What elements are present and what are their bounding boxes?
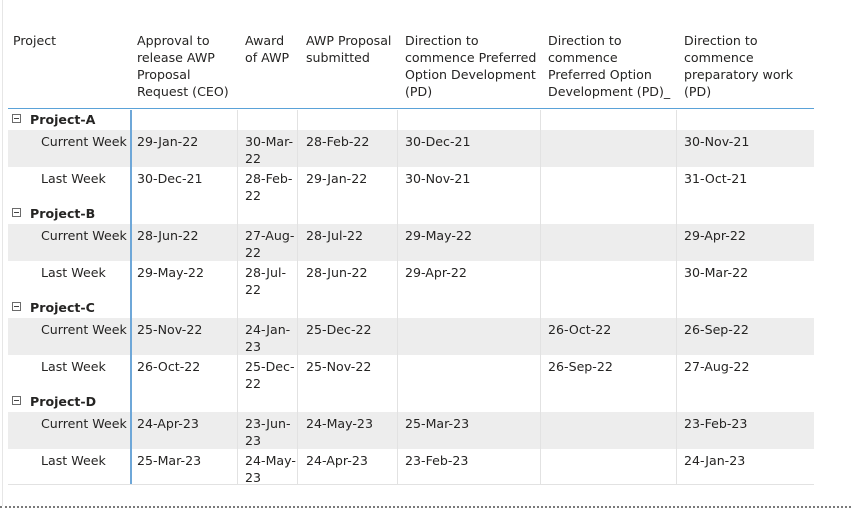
table-cell: 26-Sep-22 bbox=[684, 322, 749, 337]
row-label: Current Week bbox=[41, 416, 127, 431]
group-row: Project-C bbox=[8, 298, 814, 318]
table-cell: 29-Jan-22 bbox=[137, 134, 199, 149]
visual-left-border bbox=[2, 0, 3, 506]
row-label: Current Week bbox=[41, 322, 127, 337]
table-cell: 26-Oct-22 bbox=[137, 359, 201, 374]
header-approval-release[interactable]: Approval to release AWP Proposal Request… bbox=[137, 33, 229, 99]
table-cell: 30-Nov-21 bbox=[405, 171, 471, 186]
matrix-body: Project-A Current Week 29-Jan-22 30-Mar-22 2… bbox=[8, 110, 814, 486]
column-headers: Project Approval to release AWP Proposal… bbox=[8, 32, 814, 108]
row-label: Current Week bbox=[41, 134, 127, 149]
table-bottom-border bbox=[8, 484, 814, 485]
table-row[interactable]: Last Week 30-Dec-21 28-Feb-22 29-Jan-22 30-N… bbox=[8, 167, 814, 204]
table-row[interactable]: Current Week 29-Jan-22 30-Mar-22 28-Feb-22 3… bbox=[8, 130, 814, 167]
table-cell: 24-Apr-23 bbox=[137, 416, 199, 431]
table-cell: 29-May-22 bbox=[405, 228, 472, 243]
table-cell: 28-Feb-22 bbox=[306, 134, 370, 149]
table-cell: 29-May-22 bbox=[137, 265, 204, 280]
table-cell: 23-Feb-23 bbox=[684, 416, 748, 431]
table-cell: 30-Mar-22 bbox=[245, 134, 294, 166]
row-label: Last Week bbox=[41, 265, 106, 280]
table-row[interactable]: Last Week 29-May-22 28-Jul-22 28-Jun-22 29-A… bbox=[8, 261, 814, 298]
column-divider bbox=[676, 110, 677, 484]
table-cell: 30-Mar-22 bbox=[684, 265, 749, 280]
table-cell: 25-Mar-23 bbox=[405, 416, 470, 431]
group-row: Project-B bbox=[8, 204, 814, 224]
header-award-of-awp[interactable]: Award of AWP bbox=[245, 33, 290, 65]
group-row: Project-A bbox=[8, 110, 814, 130]
table-row[interactable]: Current Week 24-Apr-23 23-Jun-23 24-May-23 2… bbox=[8, 412, 814, 449]
table-cell: 27-Aug-22 bbox=[684, 359, 750, 374]
collapse-minus-icon[interactable] bbox=[12, 302, 21, 311]
table-cell: 25-Nov-22 bbox=[137, 322, 203, 337]
table-row[interactable]: Current Week 28-Jun-22 27-Aug-22 28-Jul-22 2… bbox=[8, 224, 814, 261]
table-cell: 28-Jul-22 bbox=[306, 228, 364, 243]
table-cell: 28-Jun-22 bbox=[306, 265, 368, 280]
table-cell: 25-Dec-22 bbox=[245, 359, 295, 391]
column-divider bbox=[540, 110, 541, 484]
row-label: Last Week bbox=[41, 359, 106, 374]
table-cell: 28-Feb-22 bbox=[245, 171, 293, 203]
table-cell: 24-Jan-23 bbox=[684, 453, 746, 468]
header-awp-proposal-submitted[interactable]: AWP Proposal submitted bbox=[306, 33, 392, 65]
table-cell: 29-Apr-22 bbox=[405, 265, 467, 280]
header-direction-preferred-option[interactable]: Direction to commence Preferred Option D… bbox=[405, 33, 537, 99]
row-label: Last Week bbox=[41, 453, 106, 468]
group-name: Project-C bbox=[30, 300, 95, 315]
table-cell: 30-Nov-21 bbox=[684, 134, 750, 149]
table-row[interactable]: Last Week 26-Oct-22 25-Dec-22 25-Nov-22 26-S… bbox=[8, 355, 814, 392]
column-divider bbox=[297, 110, 298, 484]
group-name: Project-D bbox=[30, 394, 97, 409]
collapse-minus-icon[interactable] bbox=[12, 208, 21, 217]
row-label: Last Week bbox=[41, 171, 106, 186]
table-cell: 28-Jun-22 bbox=[137, 228, 199, 243]
visual-bottom-dotted-border bbox=[0, 506, 851, 508]
table-cell: 24-May-23 bbox=[245, 453, 296, 485]
group-name: Project-B bbox=[30, 206, 96, 221]
table-cell: 24-May-23 bbox=[306, 416, 373, 431]
row-label: Current Week bbox=[41, 228, 127, 243]
table-cell: 26-Oct-22 bbox=[548, 322, 612, 337]
table-cell: 23-Jun-23 bbox=[245, 416, 291, 448]
column-divider bbox=[397, 110, 398, 484]
column-divider bbox=[237, 110, 238, 484]
row-header-divider bbox=[130, 110, 132, 484]
table-row[interactable]: Current Week 25-Nov-22 24-Jan-23 25-Dec-22 2… bbox=[8, 318, 814, 355]
header-divider bbox=[8, 108, 814, 109]
table-cell: 25-Nov-22 bbox=[306, 359, 372, 374]
group-name: Project-A bbox=[30, 112, 96, 127]
table-cell: 24-Apr-23 bbox=[306, 453, 368, 468]
table-cell: 25-Mar-23 bbox=[137, 453, 202, 468]
header-project[interactable]: Project bbox=[13, 33, 57, 48]
table-cell: 30-Dec-21 bbox=[405, 134, 471, 149]
table-cell: 25-Dec-22 bbox=[306, 322, 372, 337]
table-cell: 28-Jul-22 bbox=[245, 265, 287, 297]
header-direction-preferred-option-alt[interactable]: Direction to commence Preferred Option D… bbox=[548, 33, 671, 99]
collapse-minus-icon[interactable] bbox=[12, 114, 21, 123]
collapse-minus-icon[interactable] bbox=[12, 396, 21, 405]
table-cell: 24-Jan-23 bbox=[245, 322, 291, 354]
table-cell: 31-Oct-21 bbox=[684, 171, 748, 186]
table-cell: 29-Jan-22 bbox=[306, 171, 368, 186]
table-row[interactable]: Last Week 25-Mar-23 24-May-23 24-Apr-23 23-F… bbox=[8, 449, 814, 486]
table-cell: 26-Sep-22 bbox=[548, 359, 613, 374]
group-row: Project-D bbox=[8, 392, 814, 412]
table-cell: 27-Aug-22 bbox=[245, 228, 295, 260]
table-cell: 30-Dec-21 bbox=[137, 171, 203, 186]
table-cell: 23-Feb-23 bbox=[405, 453, 469, 468]
header-direction-preparatory-work[interactable]: Direction to commence preparatory work (… bbox=[684, 33, 794, 99]
table-cell: 29-Apr-22 bbox=[684, 228, 746, 243]
